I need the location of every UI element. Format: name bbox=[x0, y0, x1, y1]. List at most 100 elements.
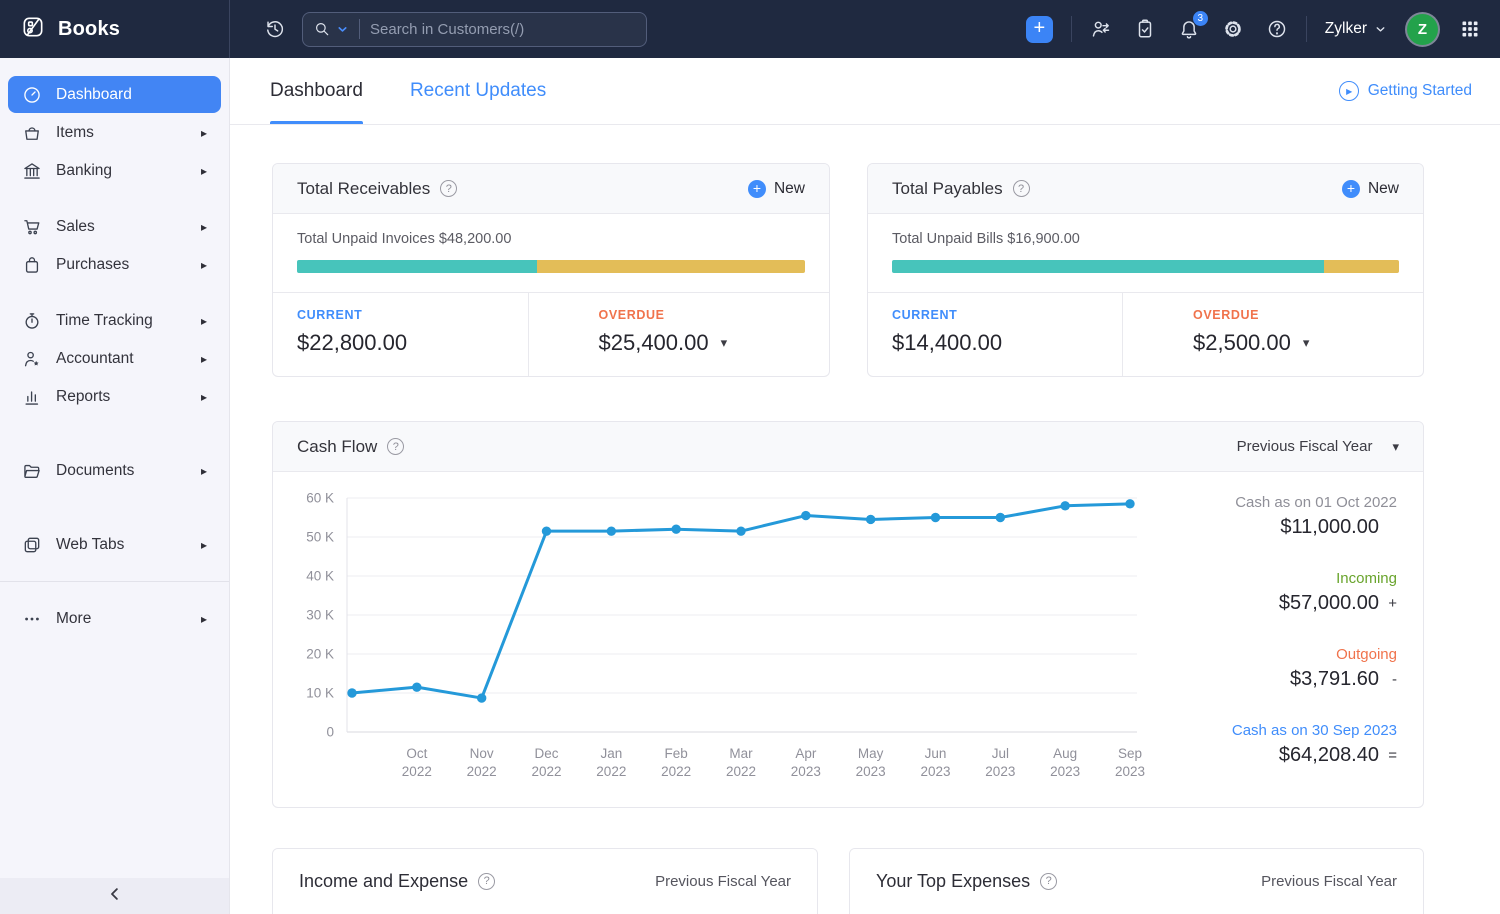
help-icon[interactable] bbox=[1040, 872, 1058, 890]
getting-started-link[interactable]: Getting Started bbox=[1338, 58, 1472, 124]
sidebar-item-label: Accountant bbox=[56, 349, 134, 367]
getting-started-label: Getting Started bbox=[1367, 82, 1472, 99]
equals-operator: = bbox=[1388, 747, 1397, 764]
new-label: New bbox=[1367, 179, 1399, 197]
chevron-left-icon bbox=[106, 885, 124, 908]
sidebar-item-purchases[interactable]: Purchases bbox=[8, 246, 221, 283]
tab-recent-updates[interactable]: Recent Updates bbox=[409, 80, 547, 101]
sidebar-item-items[interactable]: Items bbox=[8, 114, 221, 151]
current-label: CURRENT bbox=[892, 308, 958, 322]
sidebar-item-label: Banking bbox=[56, 161, 113, 179]
apps-grid-icon[interactable] bbox=[1460, 19, 1480, 39]
closing-label-link[interactable]: Cash as on 30 Sep 2023 bbox=[1231, 722, 1397, 739]
svg-text:30 K: 30 K bbox=[306, 608, 334, 623]
org-switcher[interactable]: Zylker bbox=[1325, 20, 1387, 38]
current-label: CURRENT bbox=[297, 308, 363, 322]
items-icon bbox=[22, 123, 42, 143]
help-circle-icon[interactable] bbox=[1266, 18, 1288, 40]
help-icon[interactable] bbox=[478, 872, 496, 890]
chevron-right-icon bbox=[201, 164, 207, 178]
current-value: $22,800.00 bbox=[297, 330, 408, 355]
sidebar-item-documents[interactable]: Documents bbox=[8, 452, 221, 489]
top-expenses-card: Your Top Expenses Previous Fiscal Year bbox=[849, 848, 1424, 914]
unpaid-summary: Total Unpaid Bills $16,900.00 bbox=[892, 231, 1080, 247]
overdue-value-dropdown[interactable]: $2,500.00 bbox=[1193, 330, 1399, 356]
search-scope-chevron-icon[interactable] bbox=[333, 20, 351, 38]
sidebar-item-web-tabs[interactable]: Web Tabs bbox=[8, 526, 221, 563]
dashboard-icon bbox=[22, 85, 42, 105]
sidebar-item-dashboard[interactable]: Dashboard bbox=[8, 76, 221, 113]
documents-folder-icon bbox=[22, 461, 42, 481]
cash-flow-card: Cash Flow Previous Fiscal Year 0 10 K 20 K… bbox=[272, 421, 1424, 808]
sidebar-item-banking[interactable]: Banking bbox=[8, 152, 221, 189]
tabbar: Dashboard Recent Updates Getting Started bbox=[230, 58, 1500, 125]
opening-balance: Cash as on 01 Oct 2022 $11,000.00 bbox=[1171, 494, 1397, 539]
card-title: Cash Flow bbox=[297, 436, 378, 456]
sidebar-item-accountant[interactable]: Accountant bbox=[8, 340, 221, 377]
more-ellipsis-icon bbox=[22, 609, 42, 629]
help-icon[interactable] bbox=[1012, 180, 1030, 197]
svg-text:60 K: 60 K bbox=[306, 491, 334, 506]
books-logo-icon bbox=[20, 14, 46, 45]
svg-text:50 K: 50 K bbox=[306, 530, 334, 545]
referral-icon[interactable] bbox=[1090, 18, 1112, 40]
settings-gear-icon[interactable] bbox=[1222, 18, 1244, 40]
topbar-divider bbox=[1305, 16, 1307, 42]
overdue-value: $2,500.00 bbox=[1193, 330, 1291, 355]
sidebar-item-label: Reports bbox=[56, 387, 111, 405]
chevron-right-icon bbox=[201, 464, 207, 478]
overdue-label: OVERDUE bbox=[1193, 308, 1260, 322]
tab-dashboard[interactable]: Dashboard bbox=[270, 58, 363, 124]
quick-create-button[interactable] bbox=[1025, 15, 1053, 43]
main-content: Dashboard Recent Updates Getting Started… bbox=[230, 58, 1500, 914]
current-stat: CURRENT $22,800.00 bbox=[273, 293, 528, 376]
overdue-value-dropdown[interactable]: $25,400.00 bbox=[599, 330, 806, 356]
top-expenses-period-dropdown[interactable]: Previous Fiscal Year bbox=[1261, 872, 1397, 890]
chevron-right-icon bbox=[201, 220, 207, 234]
notifications-bell-icon[interactable]: 3 bbox=[1178, 11, 1208, 40]
global-search[interactable] bbox=[302, 11, 647, 47]
opening-label: Cash as on 01 Oct 2022 bbox=[1235, 494, 1397, 511]
chevron-right-icon bbox=[201, 352, 207, 366]
total-payables-card: Total Payables New Total Unpaid Bills $1… bbox=[867, 163, 1424, 377]
app-logo[interactable]: Books bbox=[0, 0, 230, 58]
chevron-right-icon bbox=[201, 126, 207, 140]
caret-down-icon bbox=[721, 335, 728, 351]
recent-history-icon[interactable] bbox=[264, 18, 286, 40]
notification-badge: 3 bbox=[1192, 11, 1208, 26]
topbar-divider bbox=[1070, 16, 1072, 42]
stopwatch-icon bbox=[22, 311, 42, 331]
caret-down-icon bbox=[1303, 335, 1310, 351]
search-icon bbox=[313, 20, 331, 38]
play-circle-icon bbox=[1338, 81, 1359, 101]
closing-value: $64,208.40 bbox=[1278, 744, 1379, 766]
banking-icon bbox=[22, 161, 42, 181]
unpaid-summary: Total Unpaid Invoices $48,200.00 bbox=[297, 231, 512, 247]
new-payable-button[interactable]: New bbox=[1341, 179, 1399, 198]
subscription-clipboard-icon[interactable] bbox=[1134, 18, 1156, 40]
sidebar-item-time-tracking[interactable]: Time Tracking bbox=[8, 302, 221, 339]
sidebar-item-reports[interactable]: Reports bbox=[8, 378, 221, 415]
sidebar-item-sales[interactable]: Sales bbox=[8, 208, 221, 245]
help-icon[interactable] bbox=[387, 438, 405, 455]
current-segment bbox=[892, 260, 1324, 273]
sidebar-collapse-button[interactable] bbox=[0, 878, 229, 914]
new-receivable-button[interactable]: New bbox=[747, 179, 805, 198]
card-title: Income and Expense bbox=[299, 870, 469, 891]
income-expense-period-dropdown[interactable]: Previous Fiscal Year bbox=[655, 872, 791, 890]
current-value: $14,400.00 bbox=[892, 330, 1003, 355]
search-input[interactable] bbox=[370, 20, 636, 38]
user-avatar[interactable]: Z bbox=[1407, 13, 1438, 45]
help-icon[interactable] bbox=[440, 180, 458, 197]
sidebar-item-more[interactable]: More bbox=[8, 600, 221, 637]
overdue-stat: OVERDUE $25,400.00 bbox=[527, 293, 830, 376]
minus-operator: - bbox=[1392, 671, 1397, 688]
svg-text:0: 0 bbox=[326, 725, 334, 740]
reports-bars-icon bbox=[22, 387, 42, 407]
cashflow-period-dropdown[interactable]: Previous Fiscal Year bbox=[1237, 438, 1399, 455]
